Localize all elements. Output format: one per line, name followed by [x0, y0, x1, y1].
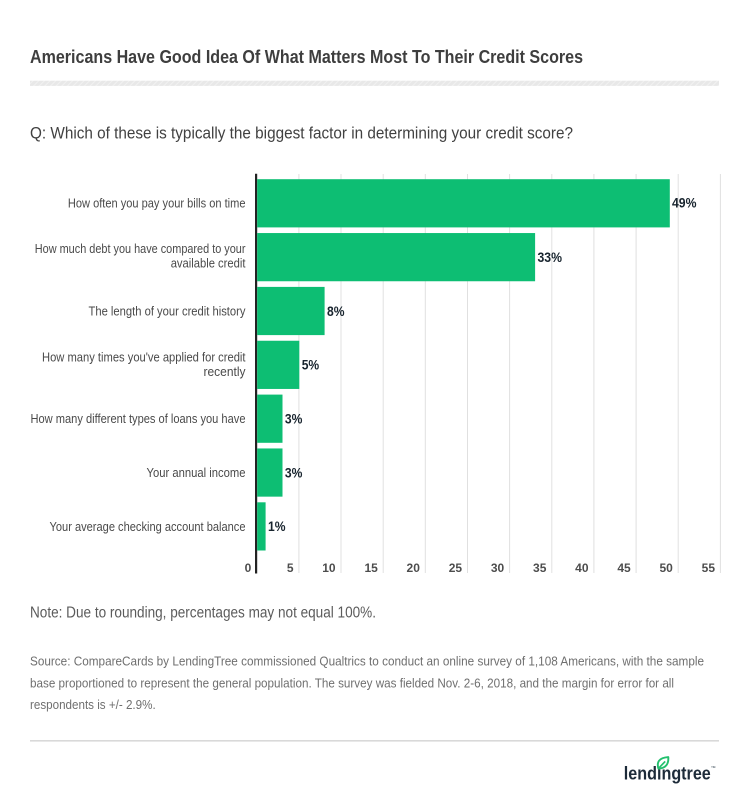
svg-text:40: 40	[575, 561, 589, 575]
svg-text:25: 25	[449, 561, 463, 575]
svg-text:8%: 8%	[327, 303, 345, 319]
svg-text:respondents is +/- 2.9%.: respondents is +/- 2.9%.	[30, 698, 156, 712]
svg-text:33%: 33%	[538, 249, 563, 265]
svg-text:20: 20	[407, 561, 421, 575]
svg-text:How many different types of lo: How many different types of loans you ha…	[31, 412, 246, 426]
svg-text:Source: CompareCards by Lendin: Source: CompareCards by LendingTree comm…	[30, 655, 704, 669]
svg-text:™: ™	[711, 766, 716, 772]
svg-text:30: 30	[491, 561, 505, 575]
svg-text:35: 35	[533, 561, 547, 575]
svg-text:available credit: available credit	[171, 256, 246, 270]
svg-text:Note: Due to rounding, percent: Note: Due to rounding, percentages may n…	[30, 604, 376, 621]
svg-text:The length of your credit hist: The length of your credit history	[89, 305, 247, 319]
svg-text:55: 55	[702, 561, 716, 575]
svg-text:How often you pay your bills o: How often you pay your bills on time	[68, 197, 246, 211]
svg-text:How much debt you have compare: How much debt you have compared to your	[35, 242, 246, 256]
svg-text:1%: 1%	[268, 518, 286, 534]
svg-text:Your average checking account: Your average checking account balance	[50, 520, 246, 534]
svg-text:3%: 3%	[285, 464, 303, 480]
svg-text:10: 10	[322, 561, 336, 575]
svg-text:How many times you've applied: How many times you've applied for credit	[42, 351, 246, 365]
svg-text:5%: 5%	[302, 357, 320, 373]
svg-text:recently: recently	[204, 365, 247, 379]
svg-text:3%: 3%	[285, 411, 303, 427]
svg-text:50: 50	[659, 561, 673, 575]
svg-text:base proportioned to represent: base proportioned to represent the gener…	[30, 676, 674, 690]
svg-text:lendingtree: lendingtree	[624, 763, 711, 784]
svg-text:Americans Have Good Idea Of Wh: Americans Have Good Idea Of What Matters…	[30, 46, 583, 67]
svg-text:15: 15	[364, 561, 378, 575]
svg-text:45: 45	[617, 561, 631, 575]
svg-text:Q: Which of these is typically: Q: Which of these is typically the bigge…	[30, 124, 573, 142]
svg-text:0: 0	[245, 561, 252, 575]
svg-text:5: 5	[287, 561, 294, 575]
svg-text:Your annual income: Your annual income	[147, 466, 246, 480]
svg-text:49%: 49%	[672, 195, 697, 211]
